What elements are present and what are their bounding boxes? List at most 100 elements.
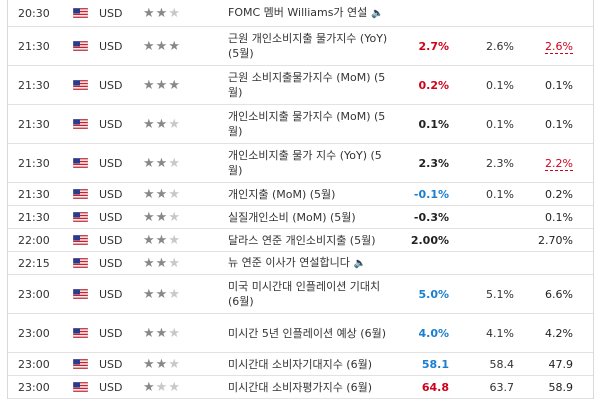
event-label[interactable]: 뉴 연준 이사가 연설합니다 [228, 256, 350, 269]
speaker-icon: 🔈 [353, 258, 367, 269]
event-label[interactable]: 미국 미시간대 인플레이션 기대치 (6월) [228, 280, 381, 308]
star-icon: ★ [155, 116, 169, 132]
star-icon: ★ [168, 77, 181, 93]
previous-value-text: 58.9 [548, 380, 574, 394]
previous-value-text: 47.9 [548, 357, 574, 371]
event-label[interactable]: 미시간 5년 인플레이션 예상 (6월) [228, 326, 387, 340]
actual-value: -0.3% [413, 210, 449, 224]
importance-stars: ★★★ [133, 6, 218, 21]
star-icon: ★ [143, 77, 156, 93]
actual-value: -0.1% [413, 187, 449, 201]
actual-value: 4.0% [418, 326, 449, 340]
forecast-value: 0.1% [486, 78, 514, 92]
event-label[interactable]: 근원 소비지출물가지수 (MoM) (5월) [228, 71, 386, 99]
event-name[interactable]: 실질개인소비 (MoM) (5월) [218, 210, 398, 225]
star-icon: ★ [143, 155, 156, 171]
previous-value-text: 0.1% [545, 210, 573, 224]
event-name[interactable]: 개인소비지출 물가지수 (MoM) (5월) [218, 109, 398, 139]
table-row[interactable]: 23:00 USD ★★★ 미시간대 소비자평가지수 (6월) 64.8 63.7 58.9 [8, 376, 593, 399]
star-icon: ★ [143, 325, 156, 341]
importance-stars: ★★★ [133, 78, 218, 93]
us-flag-icon [73, 328, 93, 338]
importance-stars: ★★★ [133, 357, 218, 372]
event-name[interactable]: 달라스 연준 개인소비지출 (5월) [218, 233, 398, 248]
previous-value-text: 0.2% [545, 187, 573, 201]
table-row[interactable]: 23:00 USD ★★★ 미시간 5년 인플레이션 예상 (6월) 4.0% 4.1% 4… [8, 314, 593, 353]
event-time: 23:00 [18, 357, 50, 371]
actual-value: 5.0% [418, 287, 449, 301]
event-name[interactable]: 미국 미시간대 인플레이션 기대치 (6월) [218, 279, 398, 309]
event-label[interactable]: 달라스 연준 개인소비지출 (5월) [228, 233, 376, 247]
event-name[interactable]: FOMC 멤버 Williams가 연설 🔈 [218, 5, 398, 21]
previous-value: 0.1% [518, 79, 583, 92]
forecast-value: 0.1% [486, 117, 514, 131]
event-name[interactable]: 미시간대 소비자평가지수 (6월) [218, 380, 398, 395]
table-row[interactable]: 23:00 USD ★★★ 미국 미시간대 인플레이션 기대치 (6월) 5.0% 5.1… [8, 275, 593, 314]
star-icon: ★ [168, 286, 181, 302]
table-row[interactable]: 23:00 USD ★★★ 미시간대 소비자기대지수 (6월) 58.1 58.4 47.9 [8, 353, 593, 376]
table-row[interactable]: 22:15 USD ★★★ 뉴 연준 이사가 연설합니다 🔈 [8, 252, 593, 275]
event-name[interactable]: 개인소비지출 물가 지수 (YoY) (5월) [218, 148, 398, 178]
star-icon: ★ [143, 116, 156, 132]
currency-code: USD [99, 156, 123, 170]
actual-value: 64.8 [421, 380, 449, 394]
event-label[interactable]: 미시간대 소비자기대지수 (6월) [228, 357, 373, 371]
star-icon: ★ [155, 77, 169, 93]
star-icon: ★ [168, 155, 181, 171]
star-icon: ★ [143, 379, 156, 395]
table-row[interactable]: 22:00 USD ★★★ 달라스 연준 개인소비지출 (5월) 2.00% 2.70% [8, 229, 593, 252]
table-row[interactable]: 21:30 USD ★★★ 개인소비지출 물가 지수 (YoY) (5월) 2.3% 2.… [8, 144, 593, 183]
table-row[interactable]: 21:30 USD ★★★ 개인지출 (MoM) (5월) -0.1% 0.1% 0.2% [8, 183, 593, 206]
event-label[interactable]: 개인소비지출 물가 지수 (YoY) (5월) [228, 149, 382, 177]
currency-code: USD [99, 380, 123, 394]
speaker-icon: 🔈 [371, 8, 384, 19]
currency-code: USD [99, 326, 123, 340]
previous-value-text: 0.1% [545, 117, 573, 131]
importance-stars: ★★★ [133, 326, 218, 341]
event-label[interactable]: 근원 개인소비지출 물가지수 (YoY) (5월) [228, 32, 388, 60]
star-icon: ★ [143, 38, 156, 54]
event-name[interactable]: 미시간대 소비자기대지수 (6월) [218, 357, 398, 372]
actual-value: 2.7% [418, 39, 449, 53]
currency-code: USD [99, 6, 123, 20]
event-label[interactable]: FOMC 멤버 Williams가 연설 [228, 6, 368, 19]
star-icon: ★ [155, 186, 169, 202]
importance-stars: ★★★ [133, 380, 218, 395]
us-flag-icon [73, 289, 93, 299]
table-row[interactable]: 21:30 USD ★★★ 근원 소비지출물가지수 (MoM) (5월) 0.2% 0.1… [8, 66, 593, 105]
event-time: 21:30 [18, 187, 50, 201]
event-time: 21:30 [18, 117, 50, 131]
star-icon: ★ [168, 5, 181, 21]
event-label[interactable]: 미시간대 소비자평가지수 (6월) [228, 380, 373, 394]
us-flag-icon [73, 80, 93, 90]
event-name[interactable]: 개인지출 (MoM) (5월) [218, 187, 398, 202]
table-row[interactable]: 21:30 USD ★★★ 실질개인소비 (MoM) (5월) -0.3% 0.1% [8, 206, 593, 229]
actual-value: 2.00% [410, 233, 449, 247]
previous-value-text: 2.6% [545, 39, 573, 54]
table-row[interactable]: 21:30 USD ★★★ 개인소비지출 물가지수 (MoM) (5월) 0.1% 0.1… [8, 105, 593, 144]
us-flag-icon [73, 8, 93, 18]
event-label[interactable]: 개인지출 (MoM) (5월) [228, 187, 336, 201]
event-label[interactable]: 개인소비지출 물가지수 (MoM) (5월) [228, 110, 386, 138]
previous-value: 2.2% [518, 156, 583, 171]
star-icon: ★ [168, 116, 181, 132]
star-icon: ★ [143, 209, 156, 225]
event-time: 21:30 [18, 210, 50, 224]
actual-value: 58.1 [421, 357, 449, 371]
previous-value: 2.70% [518, 234, 583, 247]
currency-code: USD [99, 233, 123, 247]
star-icon: ★ [168, 255, 181, 271]
table-row[interactable]: 20:30 USD ★★★ FOMC 멤버 Williams가 연설 🔈 [8, 0, 593, 27]
event-time: 22:00 [18, 233, 50, 247]
event-name[interactable]: 근원 소비지출물가지수 (MoM) (5월) [218, 70, 398, 100]
star-icon: ★ [143, 5, 156, 21]
previous-value: 0.2% [518, 188, 583, 201]
actual-value: 0.2% [418, 78, 449, 92]
us-flag-icon [73, 382, 93, 392]
event-name[interactable]: 근원 개인소비지출 물가지수 (YoY) (5월) [218, 31, 398, 61]
event-label[interactable]: 실질개인소비 (MoM) (5월) [228, 210, 356, 224]
table-row[interactable]: 21:30 USD ★★★ 근원 개인소비지출 물가지수 (YoY) (5월) 2.7%… [8, 27, 593, 66]
event-time: 23:00 [18, 326, 50, 340]
event-name[interactable]: 미시간 5년 인플레이션 예상 (6월) [218, 326, 398, 341]
event-name[interactable]: 뉴 연준 이사가 연설합니다 🔈 [218, 255, 398, 271]
